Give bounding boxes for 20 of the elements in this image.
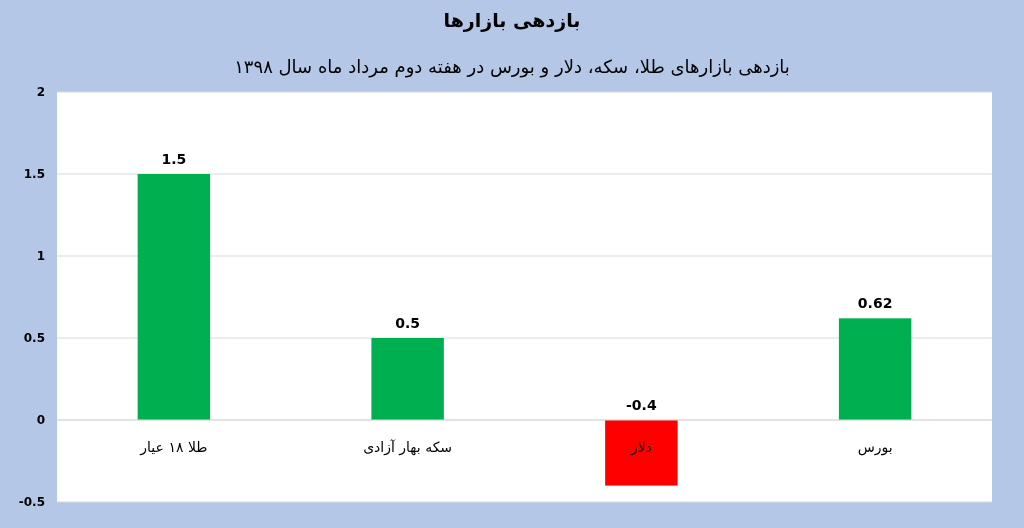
data-label: 1.5 [161, 151, 187, 167]
data-label: 0.62 [857, 295, 893, 312]
x-tick-label: سکه بهار آزادی [363, 439, 453, 456]
y-tick-label: 1.5 [23, 167, 45, 182]
y-tick-label: 2 [36, 85, 45, 100]
x-tick-label: طلا ۱۸ عیار [139, 439, 208, 456]
chart-title: بازدهی بازارها [443, 9, 581, 32]
data-label: 0.5 [395, 315, 421, 331]
bar [838, 318, 912, 420]
bar [371, 338, 444, 420]
y-tick-label: 1 [36, 249, 45, 264]
y-tick-label: -0.5 [18, 495, 45, 510]
x-tick-label: بورس [857, 439, 893, 456]
data-label: -0.4 [626, 397, 657, 413]
chart-subtitle: بازدهی بازارهای طلا، سکه، دلار و بورس در هفته دوم مرداد ماه سال ۱۳۹۸ [234, 56, 790, 78]
y-tick-label: 0 [36, 413, 45, 428]
y-tick-label: 0.5 [23, 331, 45, 346]
bar [137, 174, 211, 420]
x-tick-label: دلار [629, 439, 652, 456]
bar [605, 420, 678, 486]
